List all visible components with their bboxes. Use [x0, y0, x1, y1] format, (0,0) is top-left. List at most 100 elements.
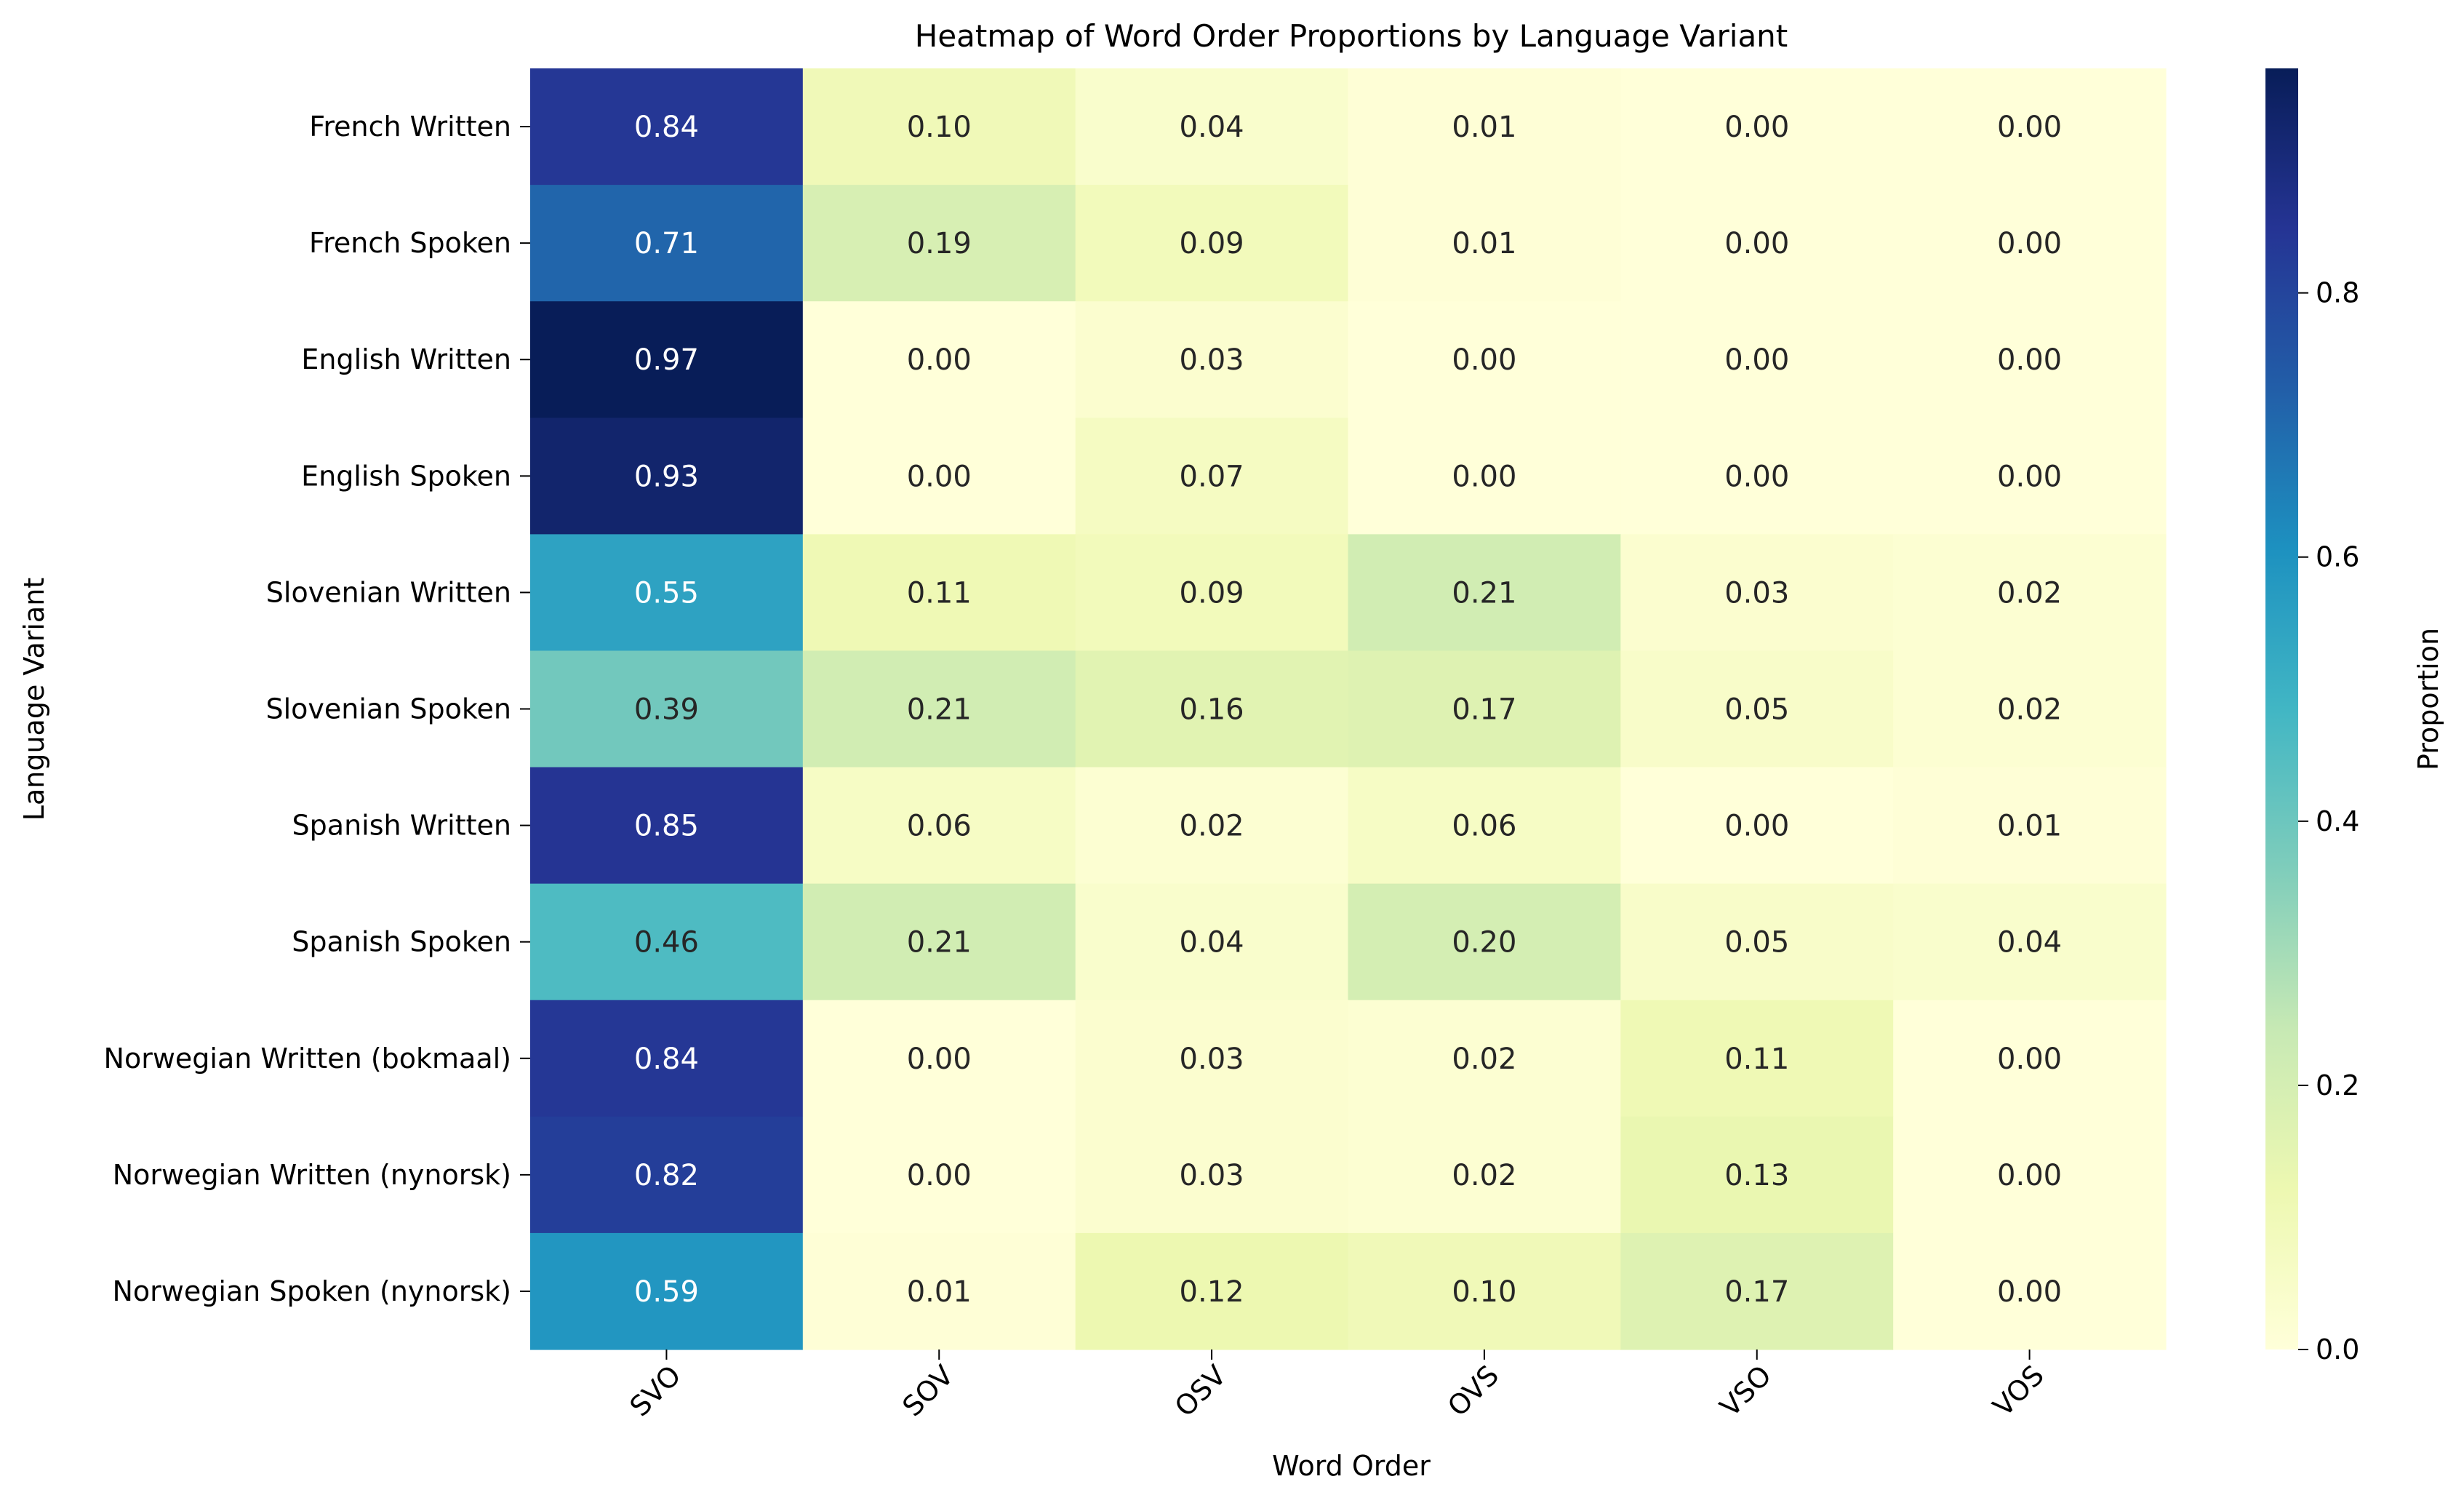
cell-value-label: 0.00: [1724, 810, 1789, 843]
cell-value-label: 0.17: [1724, 1275, 1789, 1309]
cell-value-label: 0.09: [1180, 576, 1244, 610]
cell-value-label: 0.13: [1724, 1159, 1789, 1192]
cell-value-label: 0.00: [907, 343, 972, 377]
heatmap-cell: [1075, 185, 1349, 302]
heatmap-cell: [1893, 301, 2167, 418]
cell-value-label: 0.01: [907, 1275, 972, 1309]
heatmap-cell: [802, 650, 1076, 768]
y-tick-label: Norwegian Written (bokmaal): [104, 1042, 511, 1075]
cell-value-label: 0.00: [1997, 1275, 2062, 1309]
cell-value-label: 0.06: [1452, 810, 1516, 843]
heatmap-cell: [802, 1232, 1076, 1350]
colorbar-tick-label: 0.6: [2316, 541, 2359, 573]
heatmap-cell: [1620, 883, 1894, 1001]
cell-value-label: 0.04: [1180, 926, 1244, 960]
heatmap-cell: [530, 883, 804, 1001]
heatmap-cell: [802, 534, 1076, 652]
cell-value-label: 0.46: [634, 926, 699, 960]
cell-value-label: 0.19: [907, 227, 972, 260]
heatmap-cell: [1620, 68, 1894, 186]
heatmap-cells: 0.84 0.10 0.04 0.01 0.00 0.00 0.71 0.19 0.09 0.01…: [530, 68, 2167, 1350]
heatmap-cell: [1348, 418, 1621, 535]
cell-value-label: 0.04: [1997, 926, 2062, 960]
heatmap-cell: [530, 301, 804, 418]
heatmap-cell: [1075, 1116, 1349, 1234]
cell-value-label: 0.00: [1452, 460, 1516, 493]
heatmap-cell: [1348, 650, 1621, 768]
cell-value-label: 0.04: [1180, 111, 1244, 144]
heatmap-cell: [1075, 650, 1349, 768]
heatmap-cell: [530, 418, 804, 535]
heatmap-cell: [1893, 1232, 2167, 1350]
cell-value-label: 0.09: [1180, 227, 1244, 260]
cell-value-label: 0.02: [1180, 810, 1244, 843]
y-tick-label: Slovenian Spoken: [266, 693, 512, 725]
cell-value-label: 0.21: [1452, 576, 1516, 610]
cell-value-label: 0.06: [907, 810, 972, 843]
heatmap-cell: [1075, 418, 1349, 535]
cell-value-label: 0.00: [907, 1159, 972, 1192]
heatmap-cell: [1893, 767, 2167, 885]
cell-value-label: 0.55: [634, 576, 699, 610]
cell-value-label: 0.00: [1724, 343, 1789, 377]
cell-value-label: 0.00: [907, 1042, 972, 1076]
cell-value-label: 0.85: [634, 810, 699, 843]
colorbar-tick-label: 0.2: [2316, 1069, 2359, 1101]
heatmap-cell: [1348, 185, 1621, 302]
cell-value-label: 0.00: [1452, 343, 1516, 377]
heatmap-cell: [1348, 68, 1621, 186]
heatmap-cell: [530, 185, 804, 302]
cell-value-label: 0.01: [1452, 227, 1516, 260]
y-tick-label: Norwegian Spoken (nynorsk): [112, 1275, 511, 1307]
x-axis-label: Word Order: [1272, 1450, 1431, 1482]
cell-value-label: 0.71: [634, 227, 699, 260]
heatmap-cell: [802, 418, 1076, 535]
cell-value-label: 0.02: [1452, 1042, 1516, 1076]
heatmap-cell: [530, 534, 804, 652]
heatmap-cell: [1075, 534, 1349, 652]
cell-value-label: 0.00: [1724, 111, 1789, 144]
cell-value-label: 0.07: [1180, 460, 1244, 493]
heatmap-cell: [1620, 1000, 1894, 1117]
y-tick-label: French Written: [309, 111, 511, 143]
heatmap-cell: [802, 1000, 1076, 1117]
cell-value-label: 0.03: [1180, 1159, 1244, 1192]
heatmap-cell: [1620, 418, 1894, 535]
y-tick-label: Norwegian Written (nynorsk): [113, 1159, 511, 1191]
cell-value-label: 0.03: [1180, 343, 1244, 377]
cell-value-label: 0.05: [1724, 926, 1789, 960]
colorbar-tick-label: 0.0: [2316, 1333, 2359, 1366]
heatmap-cell: [1348, 301, 1621, 418]
heatmap-cell: [1620, 650, 1894, 768]
heatmap-cell: [1620, 534, 1894, 652]
heatmap-cell: [1893, 1116, 2167, 1234]
heatmap-cell: [530, 650, 804, 768]
cell-value-label: 0.17: [1452, 693, 1516, 727]
cell-value-label: 0.11: [1724, 1042, 1789, 1076]
colorbar-tick-label: 0.4: [2316, 805, 2359, 837]
heatmap-cell: [1348, 534, 1621, 652]
cell-value-label: 0.20: [1452, 926, 1516, 960]
heatmap-cell: [1075, 767, 1349, 885]
heatmap-cell: [1620, 1116, 1894, 1234]
chart-title: Heatmap of Word Order Proportions by Lan…: [915, 18, 1788, 54]
cell-value-label: 0.00: [1997, 1159, 2062, 1192]
heatmap-cell: [1075, 1232, 1349, 1350]
cell-value-label: 0.12: [1180, 1275, 1244, 1309]
cell-value-label: 0.00: [1724, 460, 1789, 493]
y-tick-label: French Spoken: [309, 227, 511, 259]
cell-value-label: 0.97: [634, 343, 699, 377]
cell-value-label: 0.82: [634, 1159, 699, 1192]
heatmap-cell: [1893, 418, 2167, 535]
y-tick-label: English Written: [301, 343, 511, 375]
x-tick-label: SOV: [896, 1359, 959, 1422]
heatmap-cell: [1620, 185, 1894, 302]
colorbar-gradient: [2265, 68, 2298, 1349]
x-tick-label: SVO: [624, 1359, 687, 1422]
heatmap-cell: [1893, 650, 2167, 768]
cell-value-label: 0.59: [634, 1275, 699, 1309]
heatmap-cell: [1620, 767, 1894, 885]
y-tick-label: Slovenian Written: [266, 576, 511, 608]
x-axis-ticks: SVO SOV OSV OVS VSO VOS: [624, 1349, 2050, 1423]
